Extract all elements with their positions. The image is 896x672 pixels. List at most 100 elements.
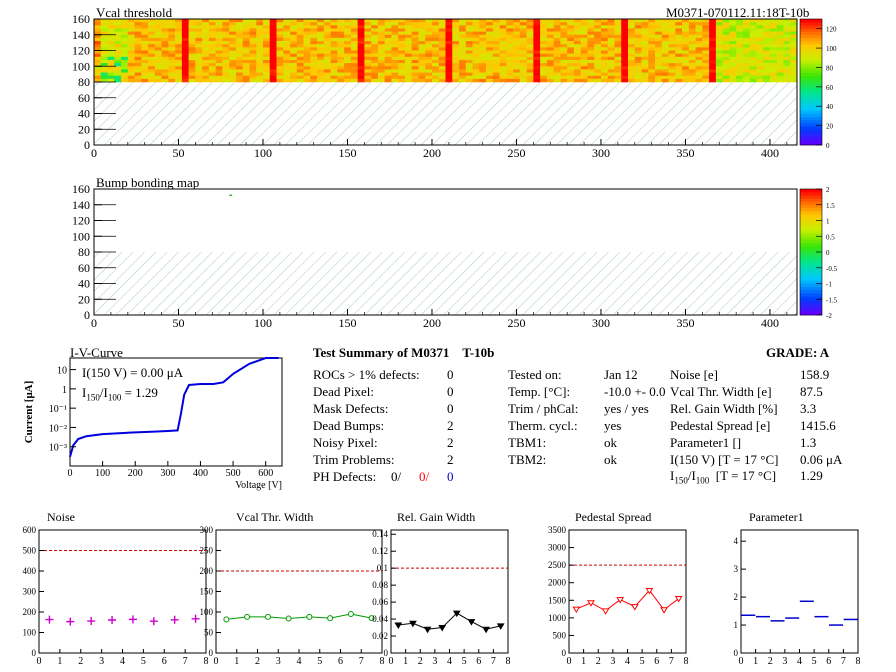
summary-plot-x-tick: 3 <box>99 656 104 667</box>
condition-label: Trim / phCal: <box>508 401 579 416</box>
summary-plot-y-tick: 3 <box>734 564 739 574</box>
summary-plot-y-tick: 1500 <box>548 595 567 605</box>
summary-plot-x-tick: 6 <box>654 656 659 667</box>
bump-palette-tick: -2 <box>826 312 832 320</box>
summary-plot-point <box>66 617 75 626</box>
result-value: 158.9 <box>800 367 830 382</box>
summary-plot-x-tick: 2 <box>596 656 601 667</box>
iv-x-tick: 0 <box>68 468 73 479</box>
condition-value: ok <box>604 435 617 450</box>
summary-plot-point <box>660 607 668 614</box>
vcal-x-tick: 150 <box>338 146 356 160</box>
condition-value: -10.0 +- 0.0 <box>604 384 666 399</box>
summary-plot-point <box>482 626 490 634</box>
condition-row: Temp. [°C]: -10.0 +- 0.0 <box>508 384 668 400</box>
bump-x-tick: 0 <box>91 316 97 330</box>
result-row: Rel. Gain Width [%] 3.3 <box>670 401 840 417</box>
defect-value: 0 <box>447 367 454 382</box>
summary-plot-point <box>223 616 230 623</box>
summary-plot-line <box>576 589 679 612</box>
bump-map-title: Bump bonding map <box>96 175 200 190</box>
summary-plot-x-tick: 4 <box>797 656 802 667</box>
grade: GRADE: A <box>766 345 830 360</box>
summary-plot-point <box>128 615 137 624</box>
defect-row: Mask Defects: 0 <box>313 401 463 417</box>
summary-plot-y-tick: 150 <box>200 587 214 597</box>
result-row: Pedestal Spread [e] 1415.6 <box>670 418 840 434</box>
result-label: I(150 V) [T = 17 °C] <box>670 452 779 467</box>
bump-missing-region <box>94 252 797 315</box>
iv-x-tick: 300 <box>160 468 175 479</box>
summary-plot-point <box>601 608 610 615</box>
vcal-x-tick: 400 <box>761 146 779 160</box>
vcal-y-tick: 100 <box>72 59 90 73</box>
summary-plot-y-tick: 0 <box>384 648 389 658</box>
summary-plot-y-tick: 400 <box>23 566 37 576</box>
defect-value: 0 <box>447 401 454 416</box>
result-row: Vcal Thr. Width [e] 87.5 <box>670 384 840 400</box>
bump-palette-tick: 1.5 <box>826 202 835 210</box>
summary-plot-y-tick: 500 <box>23 546 37 556</box>
result-label: Noise [e] <box>670 367 719 382</box>
condition-row: TBM1: ok <box>508 435 668 451</box>
summary-plot-y-tick: 0.02 <box>372 631 388 641</box>
defect-value: 2 <box>447 452 454 467</box>
result-value: 3.3 <box>800 401 817 416</box>
vcal-x-tick: 100 <box>254 146 272 160</box>
summary-plot-y-tick: 1 <box>734 620 739 630</box>
summary-plot-frame <box>740 529 859 654</box>
summary-plot-y-tick: 0 <box>734 648 739 658</box>
condition-row: Therm. cycl.: yes <box>508 418 668 434</box>
summary-plot-x-tick: 7 <box>669 656 674 667</box>
summary-plot-y-tick: 2 <box>734 592 739 602</box>
iv-y-tick: 10⁻³ <box>49 443 67 454</box>
bump-palette-tick: 1 <box>826 218 830 226</box>
summary-plot-x-tick: 4 <box>625 656 630 667</box>
summary-plot-x-tick: 7 <box>491 656 496 667</box>
bump-y-tick: 160 <box>72 182 90 196</box>
summary-plot-point <box>616 597 625 604</box>
vcal-heat-cells <box>94 19 798 83</box>
summary-plot-y-tick: 100 <box>23 628 37 638</box>
summary-plot-point <box>467 619 476 626</box>
defect-value: 0 <box>447 384 454 399</box>
iv-ratio-label: I150/I100 = 1.29 <box>82 385 158 403</box>
summary-plot-x-tick: 8 <box>856 656 861 667</box>
summary-plot-point <box>244 613 251 620</box>
vcal-y-tick: 20 <box>78 122 90 136</box>
summary-plot-point <box>674 596 683 603</box>
summary-plot-x-tick: 8 <box>380 656 385 667</box>
result-label: Pedestal Spread [e] <box>670 418 771 433</box>
bump-x-tick: 350 <box>676 316 694 330</box>
bump-x-tick: 400 <box>761 316 779 330</box>
defect-label: Dead Pixel: <box>313 384 375 399</box>
summary-plot-y-tick: 0 <box>562 648 567 658</box>
vcal-palette-tick: 80 <box>826 64 834 72</box>
summary-plot-x-tick: 1 <box>57 656 62 667</box>
module-id: M0371-070112.11:18T-10b <box>666 5 810 20</box>
summary-plot-y-tick: 2500 <box>548 560 567 570</box>
summary-plot-x-tick: 8 <box>506 656 511 667</box>
summary-plot-title: Noise <box>47 510 75 524</box>
iv-curve-chart: 0 100 200 300 400 500 600 10⁻³ 10⁻² 10⁻¹ 1 10 Voltag… <box>23 357 283 491</box>
summary-plot-x-tick: 5 <box>462 656 467 667</box>
condition-label: TBM2: <box>508 452 547 467</box>
summary-plot-point <box>587 600 595 607</box>
summary-plot-x-tick: 1 <box>753 656 758 667</box>
summary-plot-point <box>170 615 179 624</box>
vcal-threshold-map: 0 50 100 150 200 250 300 350 4000204060801001201… <box>72 12 837 160</box>
summary-plot-point <box>452 610 461 618</box>
defect-row: Dead Pixel: 0 <box>313 384 463 400</box>
vcal-y-tick: 120 <box>72 44 90 58</box>
condition-value: yes / yes <box>604 401 649 416</box>
bump-palette-tick: 2 <box>826 186 830 194</box>
iv-xlabel: Voltage [V] <box>235 480 282 491</box>
condition-label: Tested on: <box>508 367 562 382</box>
summary-plot-point <box>368 615 375 622</box>
summary-plot-x-tick: 7 <box>183 656 188 667</box>
summary-plot-title: Pedestal Spread <box>575 510 651 524</box>
summary-plot-point <box>630 604 639 611</box>
ratio-row: I150/I100 [T = 17 °C] <box>670 468 777 486</box>
bump-x-tick: 100 <box>254 316 272 330</box>
